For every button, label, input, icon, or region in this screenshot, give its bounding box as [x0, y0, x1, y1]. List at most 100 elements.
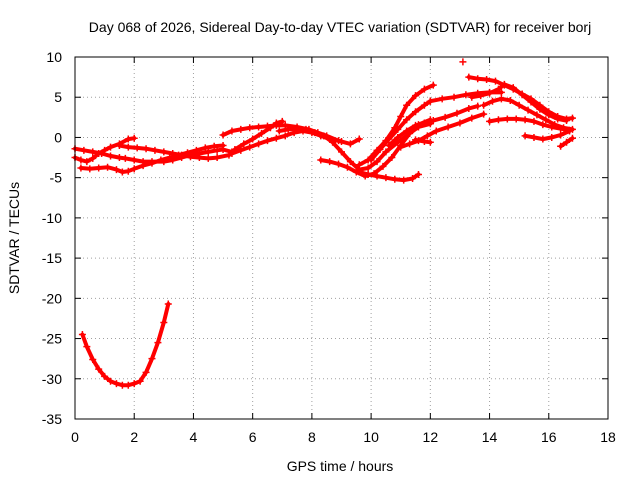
data-point: [409, 174, 417, 182]
data-point: [364, 170, 372, 178]
data-point: [281, 132, 289, 140]
data-point: [124, 135, 132, 143]
data-point: [246, 143, 254, 151]
data-point: [302, 125, 310, 133]
y-tick-label: -20: [42, 290, 62, 306]
data-point: [263, 137, 271, 145]
data-point: [459, 58, 467, 66]
data-point: [89, 355, 97, 363]
data-point: [400, 176, 408, 184]
data-point: [284, 125, 292, 133]
data-point: [101, 372, 109, 380]
data-point: [148, 355, 156, 363]
data-point: [237, 146, 245, 154]
y-tick-label: 0: [54, 129, 62, 145]
data-point: [136, 377, 144, 385]
data-point: [195, 154, 203, 162]
data-point: [403, 101, 411, 109]
data-point: [486, 117, 494, 125]
data-point: [335, 160, 343, 168]
data-point: [86, 165, 94, 173]
data-point: [376, 146, 384, 154]
data-point: [444, 123, 452, 131]
data-point: [491, 77, 499, 85]
data-point: [311, 129, 319, 137]
data-point: [486, 89, 494, 97]
data-point: [524, 106, 532, 114]
data-point: [281, 121, 289, 129]
data-point: [477, 92, 485, 100]
grid-lines: [75, 57, 608, 419]
data-point: [160, 148, 168, 156]
data-point: [320, 132, 328, 140]
series-trail: [80, 302, 171, 388]
y-tick-label: -10: [42, 210, 62, 226]
series-trail: [481, 96, 575, 132]
data-point: [557, 142, 565, 150]
data-point: [533, 111, 541, 119]
series-23: [557, 134, 576, 150]
data-point: [240, 140, 248, 148]
data-point: [335, 137, 343, 145]
data-point: [412, 108, 420, 116]
data-point: [178, 151, 186, 159]
data-point: [462, 91, 470, 99]
series-24: [78, 300, 172, 389]
data-point: [542, 116, 550, 124]
y-tick-label: -35: [42, 411, 62, 427]
data-point: [263, 122, 271, 130]
data-point: [539, 121, 547, 129]
data-point: [373, 158, 381, 166]
data-point: [465, 73, 473, 81]
x-axis-label: GPS time / hours: [287, 458, 394, 474]
data-point: [364, 164, 372, 172]
data-point: [130, 380, 138, 388]
data-point: [80, 146, 88, 154]
series-5: [231, 117, 286, 154]
data-point: [412, 121, 420, 129]
x-tick-label: 4: [190, 429, 198, 445]
series-14: [397, 110, 488, 151]
data-point: [382, 174, 390, 182]
data-point: [124, 143, 132, 151]
y-tick-label: 10: [46, 49, 62, 65]
data-point: [432, 127, 440, 135]
data-point: [412, 92, 420, 100]
data-point: [228, 127, 236, 135]
data-point: [107, 377, 115, 385]
data-point: [382, 148, 390, 156]
data-point: [258, 129, 266, 137]
data-point: [568, 134, 576, 142]
data-point: [423, 132, 431, 140]
data-point: [568, 114, 576, 122]
data-point: [566, 127, 574, 135]
data-point: [441, 113, 449, 121]
data-point: [355, 161, 363, 169]
data-point: [453, 109, 461, 117]
data-point: [246, 124, 254, 132]
data-point: [142, 145, 150, 153]
data-point: [104, 163, 112, 171]
y-axis-label: SDTVAR / TECUs: [6, 182, 22, 294]
data-point: [228, 150, 236, 158]
data-point: [107, 143, 115, 151]
x-tick-label: 8: [308, 429, 316, 445]
data-point: [468, 93, 476, 101]
data-point: [255, 140, 263, 148]
data-point: [112, 166, 120, 174]
series-12: [367, 97, 434, 164]
data-point: [474, 102, 482, 110]
data-point: [536, 105, 544, 113]
series-3: [77, 141, 227, 176]
x-tick-label: 12: [423, 429, 439, 445]
axis-ticks: [74, 56, 609, 420]
data-point: [563, 138, 571, 146]
data-point: [394, 125, 402, 133]
data-point: [355, 135, 363, 143]
data-point: [338, 148, 345, 156]
data-point: [489, 97, 497, 105]
data-point: [426, 138, 434, 146]
data-point: [346, 140, 354, 148]
x-tick-label: 14: [482, 429, 498, 445]
data-point: [506, 96, 514, 104]
